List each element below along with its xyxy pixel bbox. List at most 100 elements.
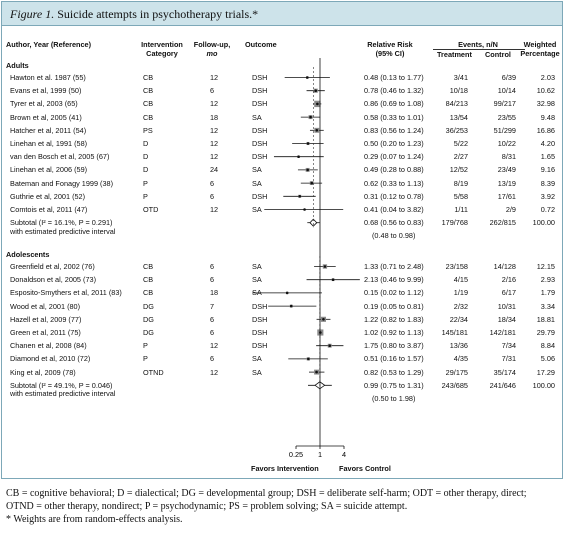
study-followup: 12 xyxy=(210,367,219,377)
header-weighted-line2: Percentage xyxy=(520,49,560,58)
subtotal-predictive-interval: (0.50 to 1.98) xyxy=(372,393,416,403)
study-relative-risk: 0.15 (0.02 to 1.12) xyxy=(364,288,424,298)
study-relative-risk: 2.13 (0.46 to 9.99) xyxy=(364,275,424,285)
study-outcome: SA xyxy=(252,178,262,188)
header-intervention-line2: Category xyxy=(146,49,178,58)
footnote-line2: OTND = other therapy, nondirect; P = psy… xyxy=(6,501,408,512)
study-control-events: 35/174 xyxy=(493,367,516,377)
study-followup: 6 xyxy=(210,262,215,271)
subtotal-weight: 100.00 xyxy=(532,380,555,390)
study-treatment-events: 36/253 xyxy=(445,125,468,135)
subtotal-treatment-events: 243/685 xyxy=(441,380,468,390)
study-followup: 6 xyxy=(210,354,215,364)
study-author: Esposito-Smythers et al, 2011 (83) xyxy=(10,288,122,298)
study-outcome: SA xyxy=(252,262,262,271)
study-outcome: SA xyxy=(252,354,262,364)
study-weight: 16.86 xyxy=(536,125,555,135)
study-weight: 12.15 xyxy=(536,262,555,271)
header-outcome: Outcome xyxy=(245,40,277,49)
study-treatment-events: 1/19 xyxy=(453,288,468,298)
study-outcome: DSH xyxy=(252,86,268,96)
study-control-events: 7/31 xyxy=(501,354,516,364)
study-weight: 18.81 xyxy=(536,314,555,324)
point-estimate-dot xyxy=(305,76,309,79)
study-weight: 8.39 xyxy=(540,178,555,188)
group-heading: Adolescents xyxy=(6,250,50,259)
subtotal-label-line2: with estimated predictive interval xyxy=(10,226,116,236)
header-intervention: Intervention Category xyxy=(132,40,192,58)
study-author: Greenfield et al, 2002 (76) xyxy=(10,262,95,271)
study-relative-risk: 0.82 (0.53 to 1.29) xyxy=(364,367,424,377)
point-estimate-dot xyxy=(323,265,327,268)
subtotal-label: Subtotal (I² = 49.1%, P = 0.046) xyxy=(10,380,113,390)
study-relative-risk: 0.58 (0.33 to 1.01) xyxy=(364,112,424,122)
header-followup-line1: Follow-up, xyxy=(193,40,231,49)
header-rr-line1: Relative Risk xyxy=(367,40,413,49)
study-author: van den Bosch et al, 2005 (67) xyxy=(10,152,110,162)
study-category: P xyxy=(143,341,148,351)
study-treatment-events: 10/18 xyxy=(449,86,468,96)
group-heading: Adults xyxy=(6,61,29,70)
study-control-events: 2/9 xyxy=(505,205,516,214)
study-treatment-events: 3/41 xyxy=(453,73,468,82)
figure-title: Figure 1. Suicide attempts in psychother… xyxy=(10,7,258,22)
study-treatment-events: 4/15 xyxy=(453,275,468,285)
header-weighted: Weighted Percentage xyxy=(516,40,564,58)
study-category: DG xyxy=(143,328,154,337)
point-estimate-dot xyxy=(289,304,293,308)
study-treatment-events: 1/11 xyxy=(454,205,468,214)
study-author: Linehan et al, 2006 (59) xyxy=(10,165,88,175)
figure-label: Figure 1. xyxy=(10,7,55,21)
subtotal-diamond xyxy=(309,218,318,227)
study-weight: 0.72 xyxy=(540,205,555,214)
subtotal-control-events: 241/646 xyxy=(489,380,516,390)
study-category: CB xyxy=(143,288,154,298)
study-author: Comtois et al, 2011 (47) xyxy=(10,205,88,214)
header-author: Author, Year (Reference) xyxy=(6,40,92,49)
study-followup: 12 xyxy=(210,99,219,109)
study-author: Guthrie et al, 2001 (52) xyxy=(10,191,86,201)
study-category: P xyxy=(143,354,148,364)
study-followup: 24 xyxy=(210,165,219,175)
study-category: OTD xyxy=(143,205,159,214)
study-author: Tyrer et al, 2003 (65) xyxy=(10,99,78,109)
study-outcome: SA xyxy=(252,112,262,122)
header-weighted-line1: Weighted xyxy=(523,40,557,49)
point-estimate-dot xyxy=(298,195,302,198)
study-treatment-events: 5/22 xyxy=(453,139,468,148)
study-outcome: DSH xyxy=(252,152,268,162)
study-treatment-events: 2/32 xyxy=(453,301,468,311)
point-estimate-dot xyxy=(314,89,317,92)
study-category: D xyxy=(143,165,149,175)
study-weight: 29.79 xyxy=(536,328,555,337)
study-outcome: DSH xyxy=(252,301,268,311)
subtotal-relative-risk: 0.99 (0.75 to 1.31) xyxy=(364,380,424,390)
study-followup: 6 xyxy=(210,275,215,285)
study-author: Hatcher et al, 2011 (54) xyxy=(10,125,87,135)
study-author: Wood et al, 2001 (80) xyxy=(10,301,81,311)
study-weight: 32.98 xyxy=(536,99,555,109)
favors-intervention-label: Favors Intervention xyxy=(251,464,319,473)
study-followup: 12 xyxy=(210,73,219,82)
study-treatment-events: 29/175 xyxy=(445,367,468,377)
study-weight: 9.48 xyxy=(540,112,555,122)
study-treatment-events: 13/36 xyxy=(449,341,468,351)
study-followup: 12 xyxy=(210,152,219,162)
point-estimate-dot xyxy=(306,142,310,145)
subtotal-relative-risk: 0.68 (0.56 to 0.83) xyxy=(364,218,424,228)
study-author: Linehan et al, 1991 (58) xyxy=(10,139,88,148)
study-author: Brown et al, 2005 (41) xyxy=(10,112,82,122)
study-outcome: DSH xyxy=(252,139,268,148)
study-control-events: 17/61 xyxy=(497,191,516,201)
study-category: CB xyxy=(143,112,154,122)
study-category: CB xyxy=(143,262,154,271)
study-relative-risk: 0.51 (0.16 to 1.57) xyxy=(364,354,424,364)
study-followup: 18 xyxy=(210,288,219,298)
study-control-events: 23/49 xyxy=(497,165,516,175)
study-relative-risk: 1.02 (0.92 to 1.13) xyxy=(364,328,424,337)
study-treatment-events: 2/27 xyxy=(453,152,468,162)
study-relative-risk: 0.78 (0.46 to 1.32) xyxy=(364,86,424,96)
point-estimate-dot xyxy=(310,181,314,185)
study-control-events: 8/31 xyxy=(501,152,516,162)
study-treatment-events: 84/213 xyxy=(445,99,468,109)
